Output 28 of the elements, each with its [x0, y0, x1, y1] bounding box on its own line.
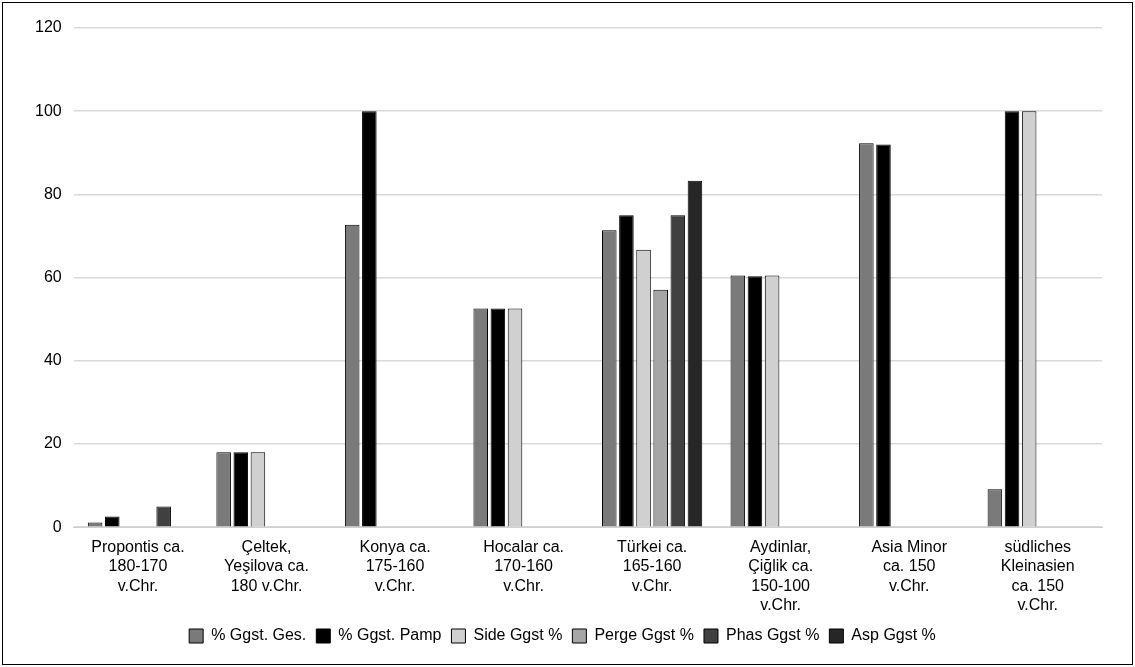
x-tick-label: Konya ca. 175-160 v.Chr. [359, 538, 431, 594]
legend-label: Asp Ggst % [851, 626, 936, 644]
legend-label: Phas Ggst % [725, 626, 820, 644]
bar [362, 111, 377, 527]
x-tick-label: Çeltek, Yeşilova ca. 180 v.Chr. [224, 538, 309, 594]
y-tick-label: 120 [34, 18, 62, 36]
legend-label: % Ggst. Ges. [211, 626, 307, 644]
y-tick-label: 20 [43, 434, 62, 452]
x-tick-label: Aydinlar, Çiğlik ca. 150-100 v.Chr. [748, 538, 814, 613]
bar [490, 308, 506, 527]
bar [619, 215, 634, 527]
y-tick-label: 60 [43, 268, 62, 286]
x-tick-label: Türkei ca. 165-160 v.Chr. [616, 538, 688, 594]
y-tick-label: 80 [43, 184, 62, 202]
bar [747, 276, 763, 527]
x-tick-label: Hocalar ca. 170-160 v.Chr. [483, 538, 565, 594]
x-tick-label: Asia Minor ca. 150 v.Chr. [871, 538, 948, 594]
legend-label: Side Ggst % [473, 626, 563, 644]
bar [1004, 111, 1020, 527]
y-tick-label: 0 [52, 517, 62, 535]
bar [233, 452, 249, 527]
x-tick-label: Propontis ca. 180-170 v.Chr. [91, 538, 185, 594]
legend-label: Perge Ggst % [594, 626, 694, 644]
legend-label: % Ggst. Pamp [338, 626, 442, 644]
x-tick-label: südliches Kleinasien ca. 150 v.Chr. [1000, 538, 1075, 613]
y-tick-label: 40 [43, 351, 62, 369]
bar [876, 144, 891, 527]
y-tick-label: 100 [34, 101, 62, 119]
